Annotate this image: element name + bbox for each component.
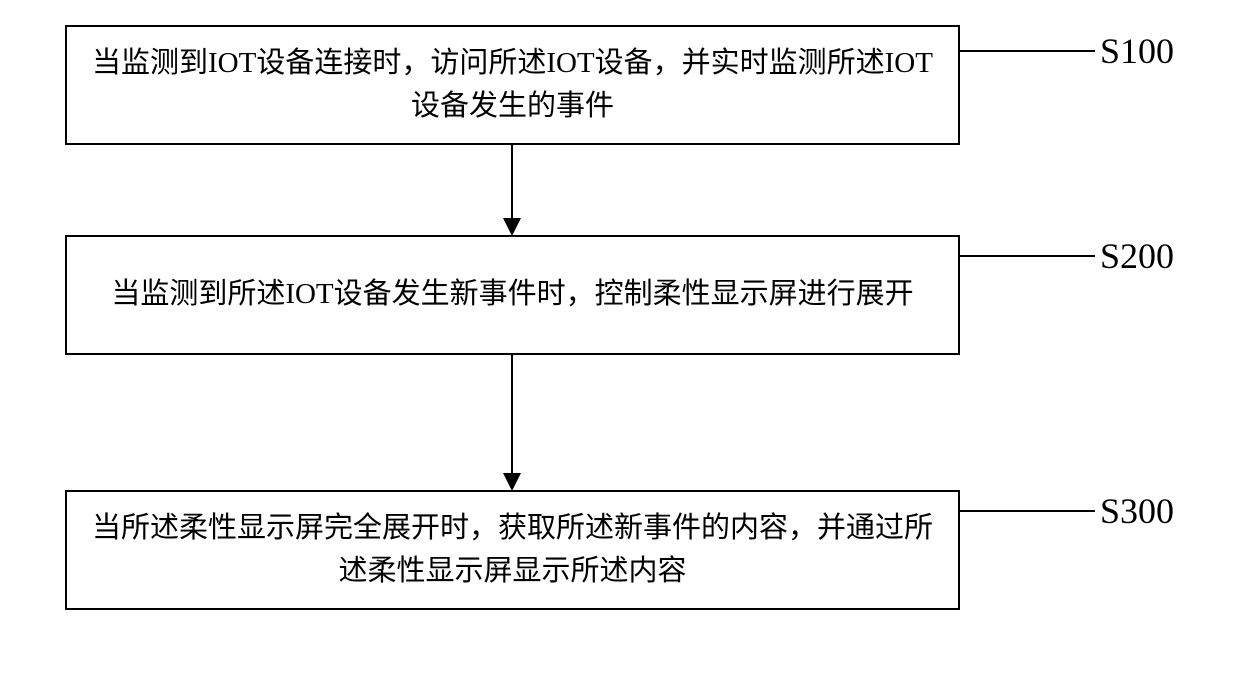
connector-s300 [960,510,1095,512]
step-label-s300: S300 [1100,490,1174,532]
arrow-line-1 [511,145,513,220]
step-text-s300: 当所述柔性显示屏完全展开时，获取所述新事件的内容，并通过所述柔性显示屏显示所述内… [87,507,938,594]
step-box-s100: 当监测到IOT设备连接时，访问所述IOT设备，并实时监测所述IOT设备发生的事件 [65,25,960,145]
step-label-s200: S200 [1100,235,1174,277]
arrow-head-2 [503,473,521,491]
arrow-line-2 [511,355,513,475]
step-text-s100: 当监测到IOT设备连接时，访问所述IOT设备，并实时监测所述IOT设备发生的事件 [87,42,938,129]
connector-s200 [960,255,1095,257]
step-box-s200: 当监测到所述IOT设备发生新事件时，控制柔性显示屏进行展开 [65,235,960,355]
step-label-s100: S100 [1100,30,1174,72]
connector-s100 [960,50,1095,52]
step-box-s300: 当所述柔性显示屏完全展开时，获取所述新事件的内容，并通过所述柔性显示屏显示所述内… [65,490,960,610]
arrow-head-1 [503,218,521,236]
step-text-s200: 当监测到所述IOT设备发生新事件时，控制柔性显示屏进行展开 [111,273,913,317]
flowchart-canvas: 当监测到IOT设备连接时，访问所述IOT设备，并实时监测所述IOT设备发生的事件… [0,0,1240,673]
